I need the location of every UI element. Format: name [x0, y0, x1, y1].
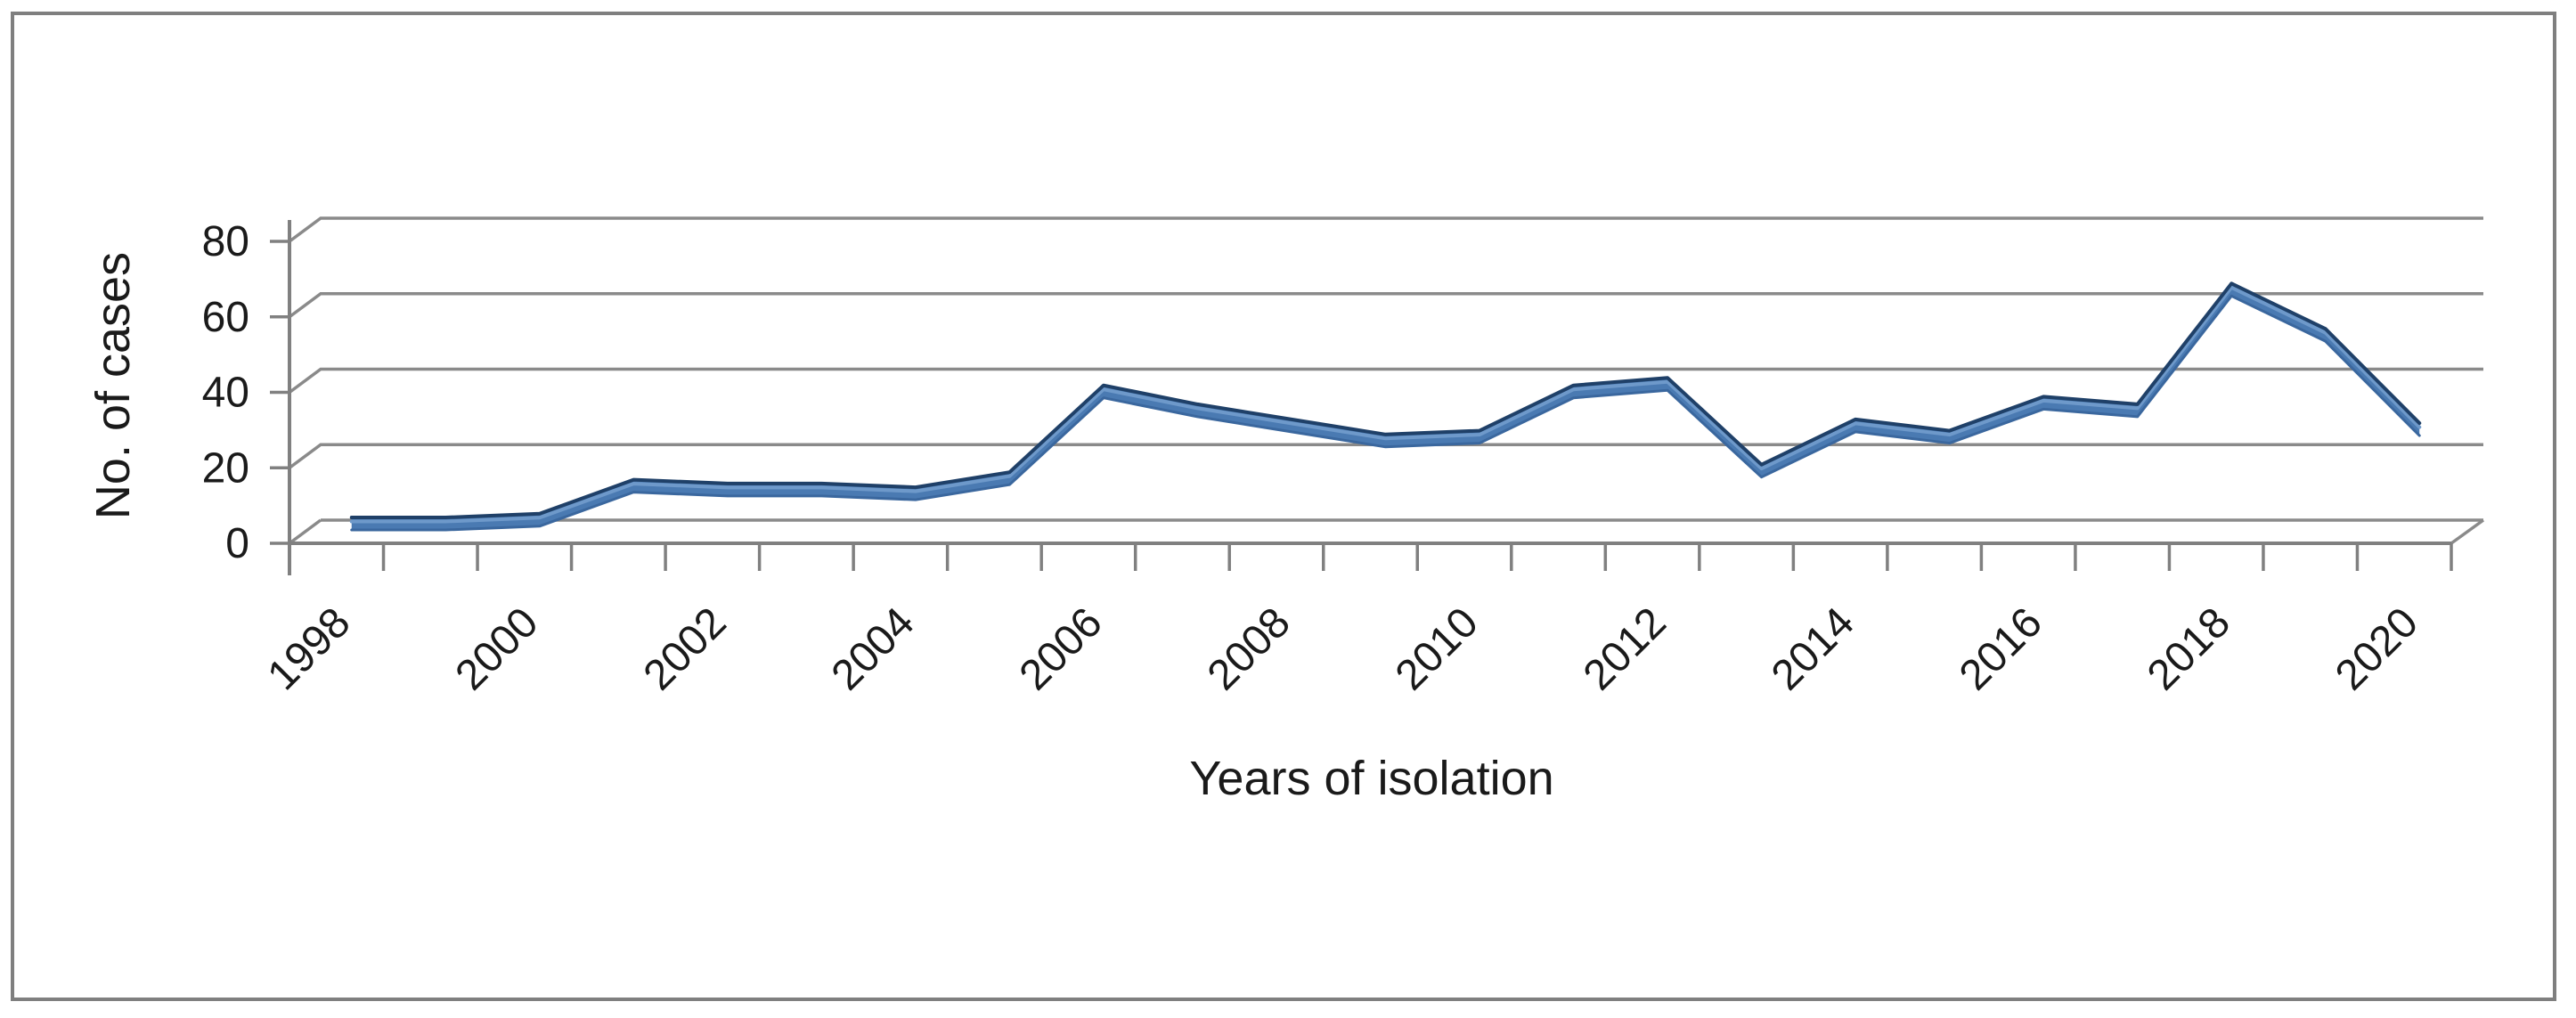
y-tick-label: 40: [202, 370, 249, 417]
gridline: [288, 292, 2483, 319]
plot-area: 0 20 40 60 80 1998 2000 2002 2004 2006 2008 2010 201…: [202, 216, 2485, 699]
gridline: [288, 216, 2483, 243]
gridline: [288, 367, 2483, 394]
series-ribbon-bevel: [349, 285, 2422, 524]
x-tick-label: 2014: [1763, 599, 1863, 699]
y-tick-label: 0: [225, 520, 249, 567]
x-tick-label: 2020: [2327, 599, 2427, 699]
x-tick-label: 2010: [1387, 599, 1488, 699]
x-tick-label: 2012: [1575, 599, 1675, 699]
x-tick-label: 2008: [1199, 599, 1300, 699]
x-tick-label: 2002: [635, 599, 736, 699]
series-ribbon-top-edge: [349, 281, 2422, 520]
x-tick-label: 2018: [2139, 599, 2239, 699]
x-tick-label: 1998: [259, 599, 360, 699]
floor-left-edge: [288, 518, 322, 545]
x-tick-label: 2000: [447, 599, 548, 699]
series-ribbon-bottom-edge: [350, 294, 2421, 532]
x-tick-label: 2004: [823, 599, 924, 699]
x-tick-label: 2006: [1011, 599, 1112, 699]
y-tick-label: 60: [202, 294, 249, 341]
gridline: [288, 443, 2483, 469]
figure-border: [11, 12, 2556, 1001]
floor-right-edge: [2450, 518, 2485, 545]
x-tick-label: 2016: [1951, 599, 2051, 699]
y-axis-title: No. of cases: [86, 252, 140, 519]
y-tick-label: 80: [202, 218, 249, 265]
x-axis-title: Years of isolation: [1189, 752, 1553, 805]
y-tick-label: 20: [202, 444, 249, 492]
